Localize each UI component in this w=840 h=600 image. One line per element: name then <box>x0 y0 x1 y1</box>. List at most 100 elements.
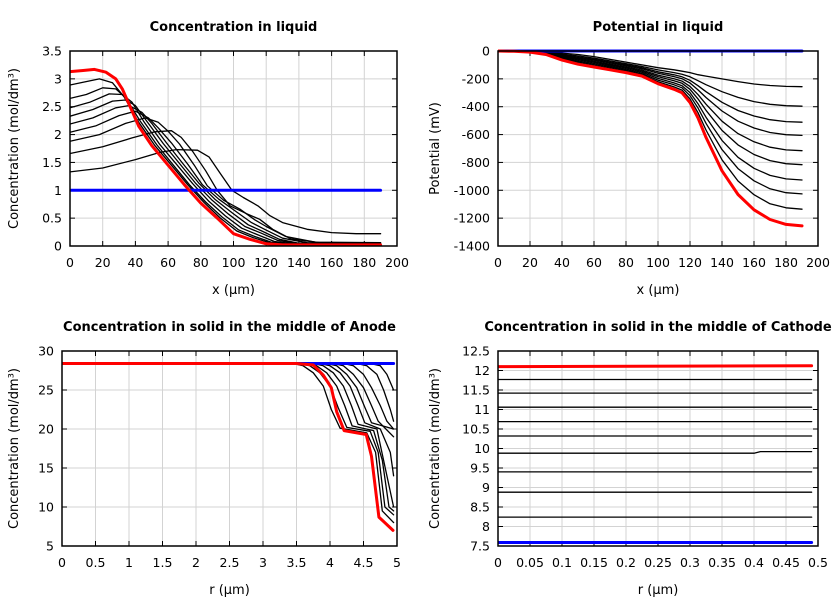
chart-panel-3: 0 0.5 1 1.5 2 2.5 3 3.5 4 4.5 5 5 10 15 20 25 30 Concentr… <box>7 320 401 598</box>
series-line-black <box>70 110 382 244</box>
y-axis-label: Concentration (mol/dm³) <box>7 368 22 529</box>
y-tick-label: 11 <box>474 402 490 417</box>
x-tick-label: 2 <box>192 555 200 570</box>
chart-title: Potential in liquid <box>593 20 724 35</box>
x-tick-label: 2.5 <box>220 555 240 570</box>
x-tick-label: 0.05 <box>516 555 544 570</box>
y-tick-label: 11.5 <box>462 383 490 398</box>
y-tick-label: 9 <box>482 480 490 495</box>
y-tick-label: 8.5 <box>470 500 490 515</box>
x-tick-label: 180 <box>774 255 798 270</box>
x-tick-label: 160 <box>742 255 766 270</box>
x-tick-label: 40 <box>127 255 143 270</box>
x-tick-label: 0.1 <box>552 555 572 570</box>
series-line-black <box>498 450 813 454</box>
x-tick-label: 60 <box>586 255 602 270</box>
y-axis-label: Concentration (mol/dm³) <box>7 68 22 229</box>
x-tick-label: 0.5 <box>808 555 828 570</box>
y-tick-label: 5 <box>46 539 54 554</box>
x-tick-label: 200 <box>806 255 830 270</box>
plot-frame <box>497 350 819 547</box>
x-tick-label: 0.2 <box>616 555 636 570</box>
x-tick-label: 100 <box>646 255 670 270</box>
series-group <box>498 49 804 228</box>
plot-frame <box>61 350 398 547</box>
x-axis-label: x (µm) <box>212 283 255 298</box>
chart-panel-4: 0 0.05 0.1 0.15 0.2 0.25 0.3 0.35 0.4 0.45 0.5 7.5 8… <box>428 320 832 598</box>
y-tick-label: 12 <box>474 363 490 378</box>
x-tick-label: 20 <box>522 255 538 270</box>
chart-title: Concentration in liquid <box>150 20 318 35</box>
y-tick-label: 2 <box>54 127 62 142</box>
y-tick-label: 10 <box>38 500 54 515</box>
x-tick-label: 140 <box>287 255 311 270</box>
x-tick-label: 120 <box>678 255 702 270</box>
x-tick-label: 160 <box>320 255 344 270</box>
y-tick-label: 1.5 <box>42 155 62 170</box>
series-line-red <box>62 362 395 532</box>
series-group <box>62 362 396 532</box>
x-tick-label: 80 <box>618 255 634 270</box>
y-tick-label: 25 <box>38 383 54 398</box>
x-tick-label: 120 <box>254 255 278 270</box>
y-tick-label: 10.5 <box>462 422 490 437</box>
x-tick-label: 1.5 <box>153 555 173 570</box>
series-line-black <box>70 99 382 245</box>
x-tick-label: 0.3 <box>680 555 700 570</box>
chart-panel-1: 0 20 40 60 80 100 120 140 160 180 200 0 0.5 1 1.5 2 2.5 3… <box>7 20 409 298</box>
y-tick-label: -600 <box>462 127 490 142</box>
y-tick-label: 3 <box>54 71 62 86</box>
y-tick-label: 0.5 <box>42 211 62 226</box>
x-tick-label: 180 <box>352 255 376 270</box>
x-axis-label: x (µm) <box>637 283 680 298</box>
y-tick-label: 20 <box>38 422 54 437</box>
series-line-black <box>70 78 382 245</box>
series-line-black <box>70 93 382 245</box>
series-line-black <box>498 50 803 123</box>
series-line-black <box>62 362 395 438</box>
x-tick-label: 0.35 <box>708 555 736 570</box>
x-tick-label: 200 <box>385 255 409 270</box>
y-tick-label: 12.5 <box>462 344 490 359</box>
x-tick-label: 140 <box>710 255 734 270</box>
y-tick-label: -1200 <box>454 211 490 226</box>
x-tick-label: 0.15 <box>580 555 608 570</box>
y-tick-label: -200 <box>462 71 490 86</box>
y-tick-label: 1 <box>54 183 62 198</box>
x-tick-label: 0 <box>494 555 502 570</box>
y-tick-label: 3.5 <box>42 44 62 59</box>
y-tick-label: 10 <box>474 441 490 456</box>
series-line-red <box>498 364 814 369</box>
x-tick-label: 0 <box>494 255 502 270</box>
y-tick-label: 0 <box>54 239 62 254</box>
series-line-black <box>62 362 395 508</box>
chart-title: Concentration in solid in the middle of … <box>63 320 396 335</box>
x-tick-label: 1 <box>125 555 133 570</box>
series-line-red <box>498 49 804 228</box>
series-line-black <box>70 104 382 245</box>
y-tick-label: -1400 <box>454 239 490 254</box>
y-axis-label: Potential (mV) <box>428 102 443 195</box>
x-tick-label: 40 <box>554 255 570 270</box>
x-tick-label: 5 <box>393 555 401 570</box>
x-tick-label: 80 <box>193 255 209 270</box>
y-tick-label: 7.5 <box>470 539 490 554</box>
x-axis-label: r (µm) <box>209 583 250 598</box>
series-line-black <box>70 87 382 245</box>
x-tick-label: 0.5 <box>86 555 106 570</box>
y-tick-label: 8 <box>482 519 490 534</box>
x-tick-label: 100 <box>222 255 246 270</box>
y-axis-label: Concentration (mol/dm³) <box>428 368 443 529</box>
y-tick-label: 9.5 <box>470 461 490 476</box>
chart-panel-2: 0 20 40 60 80 100 120 140 160 180 200 -1400 -1200 -10… <box>428 20 830 298</box>
series-line-black <box>498 50 803 137</box>
x-tick-label: 0 <box>66 255 74 270</box>
x-tick-label: 0 <box>58 555 66 570</box>
series-group <box>70 67 383 247</box>
x-tick-label: 20 <box>95 255 111 270</box>
x-tick-label: 4.5 <box>354 555 374 570</box>
y-tick-label: 0 <box>482 44 490 59</box>
y-tick-label: 2.5 <box>42 99 62 114</box>
